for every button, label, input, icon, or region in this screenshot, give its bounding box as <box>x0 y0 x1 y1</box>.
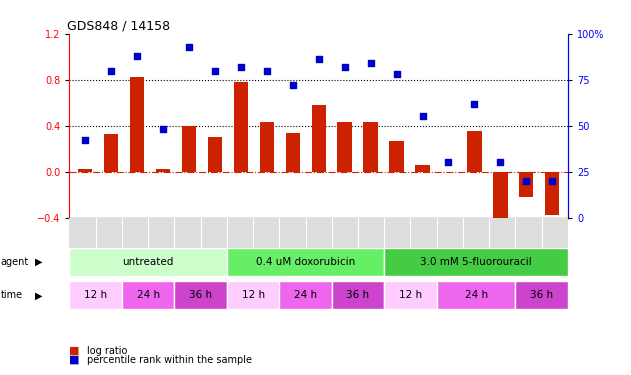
Point <box>132 53 142 59</box>
Bar <box>363 122 378 172</box>
Point <box>262 68 272 74</box>
Bar <box>519 172 533 197</box>
Text: 24 h: 24 h <box>294 290 317 300</box>
Point <box>184 44 194 50</box>
Text: log ratio: log ratio <box>87 346 127 355</box>
Bar <box>384 281 437 309</box>
Text: 12 h: 12 h <box>242 290 264 300</box>
Bar <box>69 248 227 276</box>
Bar <box>156 169 170 172</box>
Bar <box>182 126 196 172</box>
Point <box>314 57 324 63</box>
Point <box>106 68 116 74</box>
Text: 24 h: 24 h <box>464 290 488 300</box>
Text: agent: agent <box>1 256 29 267</box>
Bar <box>493 172 507 229</box>
Bar <box>415 165 430 172</box>
Bar <box>208 137 222 172</box>
Point <box>547 178 557 184</box>
Point <box>288 82 298 88</box>
Text: 3.0 mM 5-fluorouracil: 3.0 mM 5-fluorouracil <box>420 256 532 267</box>
Bar <box>280 281 332 309</box>
Bar <box>227 248 384 276</box>
Text: percentile rank within the sample: percentile rank within the sample <box>87 355 252 365</box>
Text: 24 h: 24 h <box>136 290 160 300</box>
Text: 36 h: 36 h <box>346 290 370 300</box>
Point <box>418 113 428 119</box>
Text: time: time <box>1 290 23 300</box>
Bar <box>332 281 384 309</box>
Text: untreated: untreated <box>122 256 174 267</box>
Bar <box>338 122 351 172</box>
Bar <box>286 132 300 172</box>
Bar <box>384 248 568 276</box>
Point <box>521 178 531 184</box>
Bar <box>516 281 568 309</box>
Point <box>495 159 505 165</box>
Bar <box>130 77 144 172</box>
Text: 0.4 uM doxorubicin: 0.4 uM doxorubicin <box>256 256 355 267</box>
Bar <box>104 134 118 172</box>
Bar <box>122 281 174 309</box>
Bar <box>389 141 404 172</box>
Point <box>469 100 480 106</box>
Bar <box>259 122 274 172</box>
Point <box>339 64 350 70</box>
Point <box>365 60 375 66</box>
Text: 12 h: 12 h <box>399 290 422 300</box>
Bar <box>545 172 560 215</box>
Text: 12 h: 12 h <box>84 290 107 300</box>
Bar <box>312 105 326 172</box>
Point <box>158 126 168 132</box>
Point <box>209 68 220 74</box>
Point <box>236 64 246 70</box>
Bar <box>69 281 122 309</box>
Point <box>80 137 90 143</box>
Point <box>391 71 401 77</box>
Text: GDS848 / 14158: GDS848 / 14158 <box>67 20 170 33</box>
Bar <box>174 281 227 309</box>
Text: ▶: ▶ <box>35 256 43 267</box>
Bar <box>437 281 516 309</box>
Bar <box>233 82 248 172</box>
Text: 36 h: 36 h <box>530 290 553 300</box>
Point <box>444 159 454 165</box>
Bar <box>468 131 481 172</box>
Text: ■: ■ <box>69 346 80 355</box>
Bar <box>227 281 280 309</box>
Text: 36 h: 36 h <box>189 290 212 300</box>
Text: ■: ■ <box>69 355 80 365</box>
Bar <box>78 169 92 172</box>
Text: ▶: ▶ <box>35 290 43 300</box>
